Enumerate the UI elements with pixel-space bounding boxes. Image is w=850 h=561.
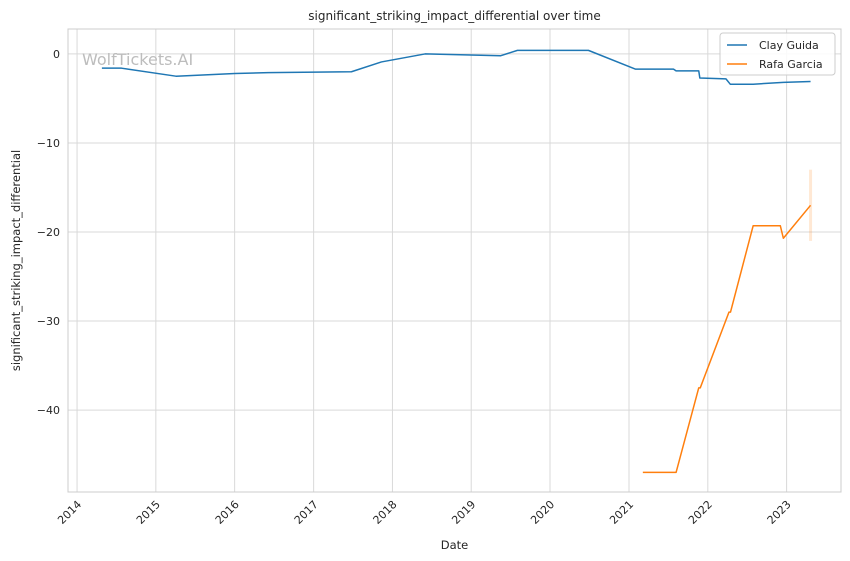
- plot-background: [68, 29, 841, 492]
- y-tick-label: −20: [37, 226, 60, 239]
- y-axis-ticks: 0 −10 −20 −30 −40: [37, 48, 60, 417]
- plot-area: WolfTickets.AI: [67, 28, 842, 493]
- uncertainty-band: [809, 169, 813, 241]
- legend-label: Rafa Garcia: [759, 58, 823, 71]
- y-tick-label: −40: [37, 404, 60, 417]
- confidence-band: [809, 169, 813, 241]
- x-axis-label: Date: [441, 538, 469, 552]
- legend[interactable]: Clay Guida Rafa Garcia: [719, 32, 836, 76]
- legend-box: [719, 32, 836, 76]
- x-tick-label: 2018: [371, 498, 400, 527]
- x-axis-ticks: 2014 2015 2016 2017 2018 2019 2020 2021 2022 2023: [55, 498, 794, 527]
- x-tick-label: 2014: [55, 498, 84, 527]
- x-tick-label: 2015: [134, 498, 163, 527]
- plot-frame: [67, 28, 842, 493]
- x-tick-label: 2020: [528, 498, 557, 527]
- watermark: WolfTickets.AI: [82, 50, 193, 69]
- y-tick-label: 0: [53, 48, 60, 61]
- chart-title: significant_striking_impact_differential…: [308, 9, 600, 23]
- x-tick-label: 2017: [292, 498, 321, 527]
- x-tick-label: 2021: [607, 498, 636, 527]
- legend-label: Clay Guida: [759, 39, 819, 52]
- x-tick-label: 2022: [686, 498, 715, 527]
- x-tick-label: 2016: [213, 498, 242, 527]
- y-tick-label: −30: [37, 315, 60, 328]
- series-line: [642, 204, 812, 474]
- series-lines: [101, 49, 812, 474]
- y-tick-label: −10: [37, 137, 60, 150]
- x-tick-label: 2019: [449, 498, 478, 527]
- y-axis-label: significant_striking_impact_differential: [9, 150, 23, 371]
- series-line: [101, 49, 811, 85]
- x-tick-label: 2023: [765, 498, 794, 527]
- grid: [68, 29, 841, 492]
